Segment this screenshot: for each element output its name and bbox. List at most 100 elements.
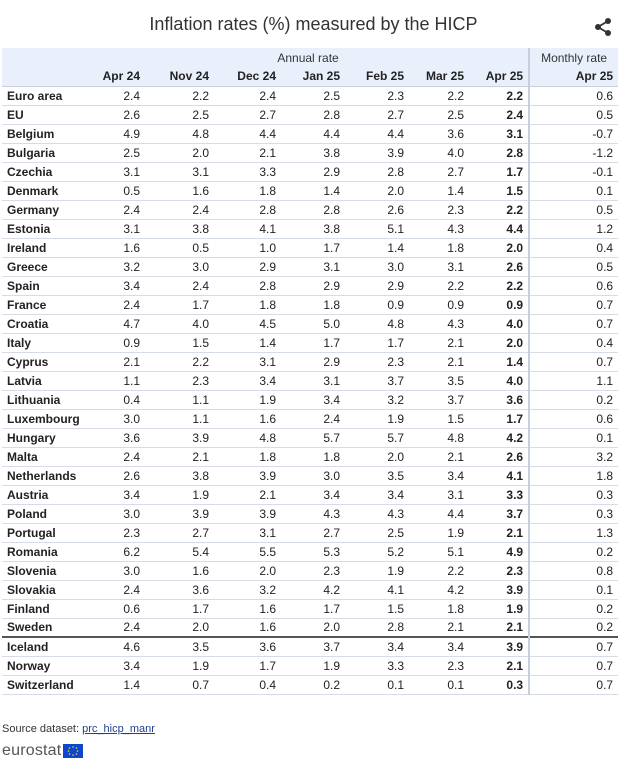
country-cell: Hungary (2, 428, 88, 448)
value-cell: 1.8 (409, 599, 469, 619)
value-cell: 1.7 (214, 656, 281, 676)
value-cell: 2.5 (281, 86, 345, 106)
logo-text: eurostat (2, 742, 62, 759)
value-cell: 2.6 (88, 105, 145, 125)
value-cell: 3.0 (88, 409, 145, 429)
table-row: Portugal 2.3 2.7 3.1 2.7 2.5 1.9 2.1 1.3 (2, 523, 619, 543)
value-cell: 2.3 (469, 561, 530, 581)
value-cell: 4.8 (214, 428, 281, 448)
value-cell: 0.9 (469, 295, 530, 315)
country-cell: France (2, 295, 88, 315)
value-cell: 3.5 (409, 371, 469, 391)
table-row: Slovenia 3.0 1.6 2.0 2.3 1.9 2.2 2.3 0.8 (2, 561, 619, 581)
value-cell: 3.6 (409, 124, 469, 144)
value-cell: 3.3 (345, 656, 409, 676)
value-cell: 3.0 (281, 466, 345, 486)
value-cell: 2.1 (469, 523, 530, 543)
source-label: Source dataset: (2, 723, 80, 735)
value-cell: 3.4 (214, 371, 281, 391)
value-cell: 2.8 (345, 618, 409, 638)
column-header-row: Apr 24 Nov 24 Dec 24 Jan 25 Feb 25 Mar 25 Apr … (2, 67, 619, 87)
value-cell: 0.6 (528, 276, 619, 296)
column-header: Dec 24 (214, 67, 281, 87)
value-cell: 0.2 (281, 675, 345, 695)
value-cell: 1.7 (281, 333, 345, 353)
value-cell: 3.7 (409, 390, 469, 410)
share-icon[interactable] (593, 17, 613, 37)
value-cell: 3.2 (345, 390, 409, 410)
value-cell: 0.8 (528, 561, 619, 581)
value-cell: 2.1 (409, 333, 469, 353)
value-cell: 3.7 (345, 371, 409, 391)
value-cell: 4.4 (281, 124, 345, 144)
value-cell: 0.7 (528, 352, 619, 372)
value-cell: 3.2 (88, 257, 145, 277)
value-cell: 2.5 (345, 523, 409, 543)
value-cell: 1.5 (469, 181, 530, 201)
value-cell: 2.2 (145, 352, 214, 372)
table-row: Croatia 4.7 4.0 4.5 5.0 4.8 4.3 4.0 0.7 (2, 314, 619, 334)
table-body: Euro area 2.4 2.2 2.4 2.5 2.3 2.2 2.2 0.6 EU 2.6 2.… (2, 86, 619, 695)
column-header: Apr 25 (469, 67, 530, 87)
value-cell: 3.4 (345, 636, 409, 657)
value-cell: 2.8 (281, 200, 345, 220)
value-cell: 5.1 (345, 219, 409, 239)
value-cell: 1.8 (214, 181, 281, 201)
value-cell: 2.0 (145, 143, 214, 163)
value-cell: 2.2 (469, 200, 530, 220)
country-cell: Germany (2, 200, 88, 220)
table-row: Netherlands 2.6 3.8 3.9 3.0 3.5 3.4 4.1 1.8 (2, 466, 619, 486)
value-cell: 3.3 (469, 485, 530, 505)
header: Inflation rates (%) measured by the HICP (0, 0, 627, 50)
value-cell: 4.3 (281, 504, 345, 524)
value-cell: 3.9 (469, 636, 530, 657)
value-cell: 1.4 (469, 352, 530, 372)
value-cell: 1.3 (528, 523, 619, 543)
value-cell: 5.7 (345, 428, 409, 448)
value-cell: 3.4 (281, 390, 345, 410)
table-row: Hungary 3.6 3.9 4.8 5.7 5.7 4.8 4.2 0.1 (2, 428, 619, 448)
value-cell: 2.0 (145, 618, 214, 638)
country-cell: Norway (2, 656, 88, 676)
value-cell: 3.1 (281, 371, 345, 391)
value-cell: 0.7 (528, 675, 619, 695)
value-cell: 2.0 (345, 181, 409, 201)
table-row: Malta 2.4 2.1 1.8 1.8 2.0 2.1 2.6 3.2 (2, 447, 619, 467)
column-header: Apr 25 (528, 67, 619, 87)
value-cell: 0.4 (88, 390, 145, 410)
value-cell: 2.4 (88, 86, 145, 106)
value-cell: 0.7 (528, 295, 619, 315)
group-header-row: Annual rate Monthly rate (2, 48, 619, 67)
country-cell: Netherlands (2, 466, 88, 486)
value-cell: 2.1 (469, 656, 530, 676)
table-row: Finland 0.6 1.7 1.6 1.7 1.5 1.8 1.9 0.2 (2, 599, 619, 619)
table-row: Italy 0.9 1.5 1.4 1.7 1.7 2.1 2.0 0.4 (2, 333, 619, 353)
value-cell: 1.9 (345, 409, 409, 429)
value-cell: 4.4 (345, 124, 409, 144)
value-cell: 0.7 (528, 656, 619, 676)
value-cell: 3.1 (409, 257, 469, 277)
value-cell: 4.3 (345, 504, 409, 524)
value-cell: 2.1 (214, 143, 281, 163)
value-cell: 5.0 (281, 314, 345, 334)
column-header: Feb 25 (345, 67, 409, 87)
country-cell: Austria (2, 485, 88, 505)
value-cell: 1.7 (145, 295, 214, 315)
value-cell: 4.1 (469, 466, 530, 486)
value-cell: 1.6 (214, 409, 281, 429)
value-cell: 2.2 (145, 86, 214, 106)
source-dataset-link[interactable]: prc_hicp_manr (82, 723, 155, 735)
country-cell: Italy (2, 333, 88, 353)
value-cell: 2.9 (281, 276, 345, 296)
value-cell: 2.7 (409, 162, 469, 182)
eurostat-logo: eurostat (2, 742, 84, 760)
value-cell: 0.9 (409, 295, 469, 315)
value-cell: 1.9 (214, 390, 281, 410)
country-cell: Greece (2, 257, 88, 277)
value-cell: 3.6 (214, 636, 281, 657)
value-cell: 2.3 (145, 371, 214, 391)
value-cell: 5.1 (409, 542, 469, 562)
value-cell: -0.1 (528, 162, 619, 182)
value-cell: 2.4 (88, 200, 145, 220)
value-cell: 3.1 (88, 162, 145, 182)
